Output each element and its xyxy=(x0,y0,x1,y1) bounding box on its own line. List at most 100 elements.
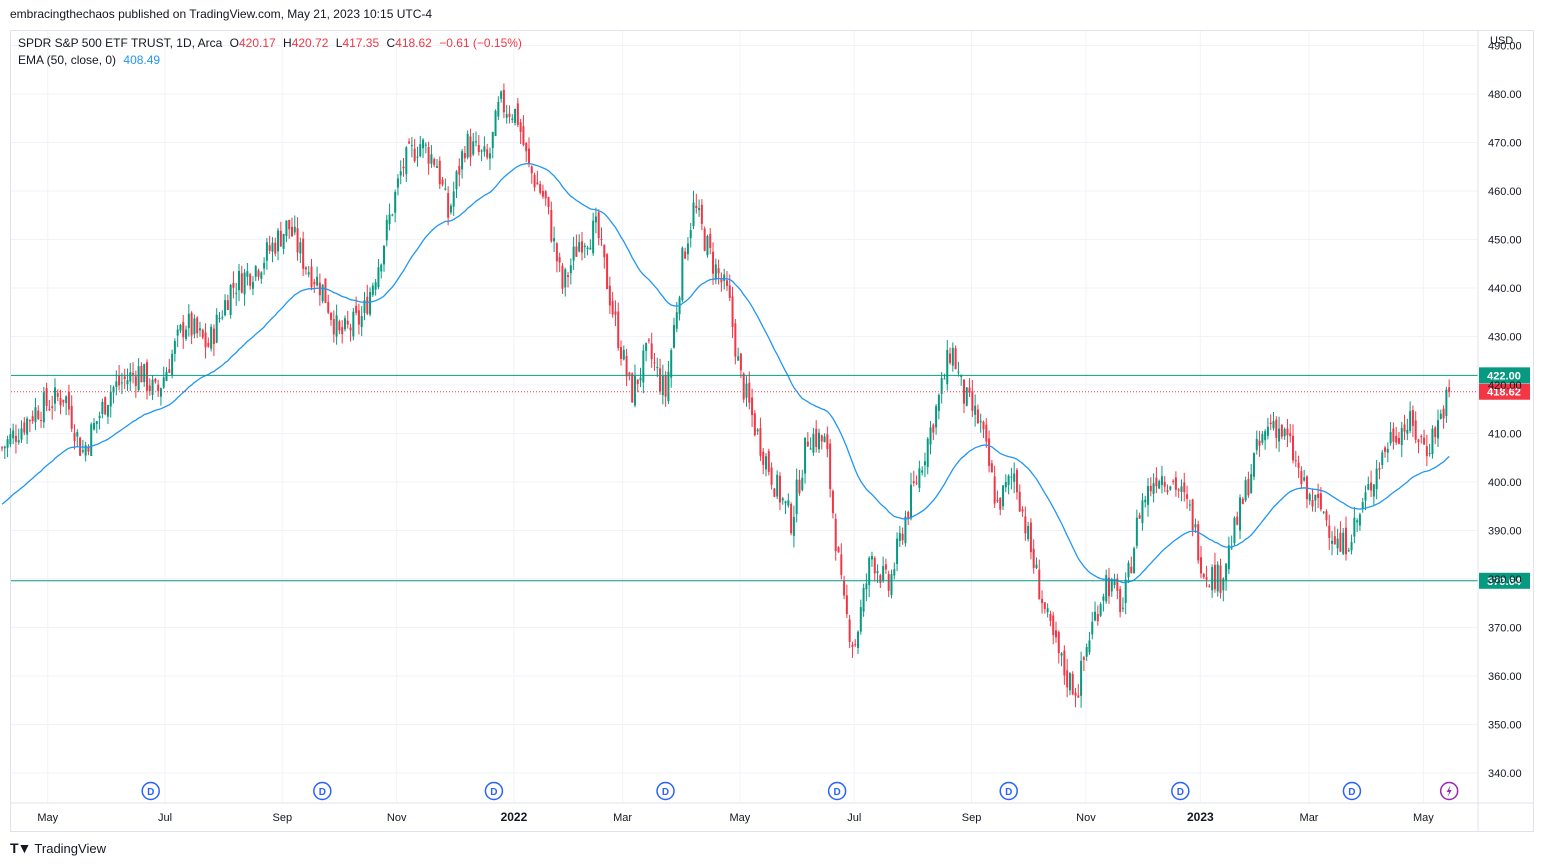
candle-body xyxy=(792,516,795,536)
dividend-marker-icon[interactable]: D xyxy=(141,781,160,801)
candle-body xyxy=(162,377,165,388)
candle-body xyxy=(81,450,84,452)
candle-body xyxy=(1400,428,1403,445)
candle-body xyxy=(1437,420,1440,439)
price-tick-label: 380.00 xyxy=(1488,574,1522,586)
candle xyxy=(544,190,547,206)
candle xyxy=(31,410,34,424)
candle xyxy=(1052,611,1055,645)
candle xyxy=(508,105,511,124)
candle xyxy=(299,237,302,264)
dividend-marker-icon[interactable]: D xyxy=(1342,781,1362,801)
dividend-marker-icon[interactable]: D xyxy=(484,781,504,801)
candle xyxy=(224,294,227,317)
candle xyxy=(1367,476,1370,491)
candle xyxy=(168,358,171,374)
candle xyxy=(778,472,781,511)
candle xyxy=(1121,597,1124,613)
legend-symbol[interactable]: SPDR S&P 500 ETF TRUST, 1D, Arca xyxy=(18,36,223,50)
candle xyxy=(1180,479,1183,502)
candle xyxy=(661,364,664,405)
legend-ema-label[interactable]: EMA (50, close, 0) xyxy=(18,53,117,67)
candle-body xyxy=(31,416,34,422)
candle-body xyxy=(17,440,20,443)
dividend-marker-icon[interactable]: D xyxy=(313,781,332,801)
candle xyxy=(477,134,480,156)
candle xyxy=(1147,477,1150,517)
candle-body xyxy=(458,166,461,175)
candle-body xyxy=(56,393,59,397)
candle-body xyxy=(93,423,96,430)
candle xyxy=(466,130,469,160)
dividend-marker-icon[interactable]: D xyxy=(1171,781,1190,801)
candle-body xyxy=(1389,431,1392,444)
candle xyxy=(831,489,834,519)
candle-body xyxy=(692,202,695,227)
candle xyxy=(20,420,23,444)
candle-body xyxy=(606,254,609,290)
candle-body xyxy=(954,348,957,370)
candle-body xyxy=(1149,485,1152,492)
dividend-marker-icon[interactable]: D xyxy=(827,781,847,801)
candle xyxy=(714,258,717,285)
candle xyxy=(37,405,40,421)
candle xyxy=(416,146,419,167)
candle-body xyxy=(274,242,277,254)
candle xyxy=(645,342,648,362)
candle-body xyxy=(1,447,3,449)
candle-body xyxy=(1057,631,1060,653)
candle xyxy=(876,564,879,583)
candle xyxy=(204,323,207,359)
dividend-marker-icon[interactable]: D xyxy=(656,781,675,801)
candle xyxy=(1386,442,1389,463)
price-tick-label: 420.00 xyxy=(1488,380,1522,392)
candle-body xyxy=(257,270,260,277)
candle-body xyxy=(40,419,43,421)
candle-body xyxy=(106,405,109,417)
candle-body xyxy=(399,171,402,176)
candle-body xyxy=(145,362,148,391)
candle xyxy=(360,306,363,337)
candle xyxy=(728,274,731,302)
candle-body xyxy=(1010,476,1013,478)
candle xyxy=(511,114,514,124)
candle xyxy=(628,371,631,381)
candle-body xyxy=(14,435,17,442)
candle xyxy=(1308,492,1311,505)
candle-body xyxy=(42,392,45,423)
candle-body xyxy=(491,131,494,149)
candle-body xyxy=(675,312,678,329)
candle-body xyxy=(1344,527,1347,555)
lightning-event-icon[interactable] xyxy=(1439,781,1459,801)
candle-body xyxy=(1409,411,1412,431)
candle xyxy=(444,178,447,191)
candle-body xyxy=(123,376,126,380)
candle-body xyxy=(723,274,726,281)
candle-body xyxy=(9,434,12,445)
candle xyxy=(290,217,293,238)
candle-body xyxy=(843,580,846,596)
dividend-letter: D xyxy=(1177,787,1184,798)
candle-body xyxy=(854,644,857,646)
candle xyxy=(1442,405,1445,429)
candle xyxy=(1105,569,1108,604)
candle xyxy=(912,470,915,487)
candle-body xyxy=(893,569,896,576)
candle-body xyxy=(1356,520,1359,523)
candle-body xyxy=(949,353,952,363)
candle xyxy=(756,428,759,435)
candle-body xyxy=(210,326,213,349)
candle-body xyxy=(784,501,787,504)
dividend-marker-icon[interactable]: D xyxy=(999,781,1018,801)
candle-body xyxy=(583,245,586,248)
candle xyxy=(282,233,285,255)
candle xyxy=(957,362,960,377)
candle-body xyxy=(1046,608,1049,613)
candle-body xyxy=(745,383,748,398)
candle xyxy=(157,379,160,398)
candle-body xyxy=(1314,494,1317,501)
dividend-letter: D xyxy=(147,787,154,798)
candle-body xyxy=(625,355,628,377)
candle-body xyxy=(904,516,907,544)
